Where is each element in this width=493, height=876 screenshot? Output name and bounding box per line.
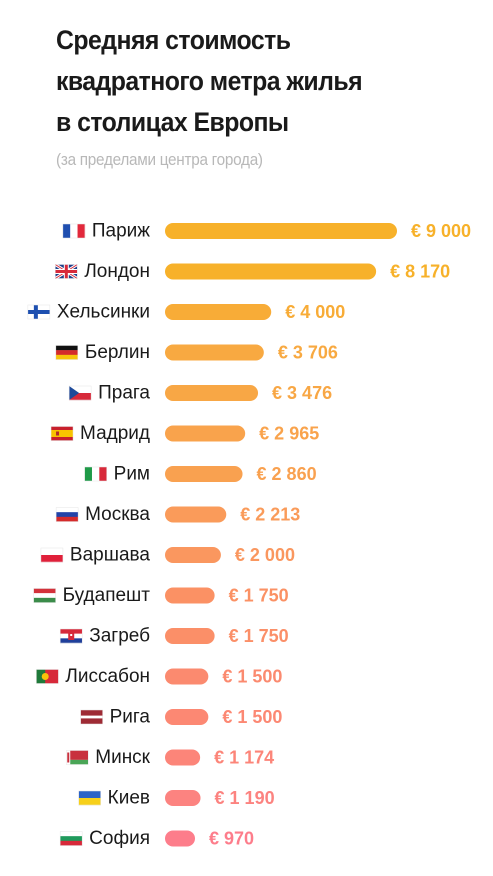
- bar: [165, 668, 209, 685]
- city-label: Загреб: [89, 626, 150, 647]
- value-label: € 2 213: [240, 505, 300, 525]
- chart-row: Лиссабон € 1 500: [36, 666, 282, 687]
- chart-row: Киев € 1 190: [78, 788, 275, 809]
- value-label: € 1 500: [222, 707, 282, 727]
- uk-flag-icon: [54, 263, 79, 280]
- germany-flag-icon: [55, 345, 79, 360]
- bar: [165, 790, 201, 806]
- chart-row: Мадрид € 2 965: [50, 423, 319, 444]
- city-label: Минск: [95, 747, 150, 768]
- finland-flag-icon: [27, 304, 51, 320]
- value-label: € 1 174: [214, 748, 274, 768]
- city-label: Лондон: [84, 261, 150, 282]
- hungary-flag-icon: [33, 588, 56, 603]
- portugal-flag-icon: [36, 669, 59, 684]
- city-label: Будапешт: [63, 585, 151, 606]
- city-label: Москва: [85, 504, 150, 525]
- chart-row: Прага € 3 476: [68, 383, 332, 404]
- value-label: € 3 476: [272, 383, 332, 403]
- value-label: € 1 750: [229, 626, 289, 646]
- chart-row: Варшава € 2 000: [40, 545, 295, 566]
- chart-title-line-2: квадратного метра жилья: [56, 66, 363, 96]
- value-label: € 9 000: [411, 221, 471, 241]
- chart-row: Париж € 9 000: [62, 221, 471, 242]
- bar: [165, 344, 264, 361]
- value-label: € 1 190: [215, 788, 275, 808]
- city-label: Киев: [108, 788, 150, 809]
- city-label: Варшава: [70, 545, 150, 566]
- chart-row: Лондон € 8 170: [54, 261, 450, 282]
- city-label: Рим: [114, 464, 150, 485]
- chart-row: Будапешт € 1 750: [33, 585, 289, 606]
- poland-flag-icon: [40, 547, 64, 563]
- value-label: € 1 750: [229, 586, 289, 606]
- chart-subtitle: (за пределами центра города): [56, 150, 263, 169]
- chart-title-line-1: Средняя стоимость: [56, 25, 291, 55]
- bar: [165, 628, 215, 644]
- chart-row: Рим € 2 860: [84, 464, 317, 485]
- chart-row: София € 970: [59, 828, 254, 849]
- value-label: € 4 000: [285, 302, 345, 322]
- bar: [165, 466, 243, 482]
- latvia-flag-icon: [80, 709, 103, 725]
- bulgaria-flag-icon: [59, 831, 83, 846]
- bar: [165, 709, 209, 725]
- chart-row: Хельсинки € 4 000: [27, 302, 345, 323]
- city-label: Прага: [98, 383, 150, 404]
- chart-row: Минск € 1 174: [66, 747, 274, 768]
- city-label: Мадрид: [80, 423, 150, 444]
- bar: [165, 547, 221, 563]
- chart-row: Москва € 2 213: [55, 504, 300, 525]
- city-label: Рига: [110, 707, 151, 728]
- croatia-flag-icon: [59, 628, 83, 644]
- bar: [165, 304, 272, 320]
- spain-flag-icon: [50, 426, 74, 441]
- bar: [165, 830, 195, 847]
- bar: [165, 263, 377, 280]
- russia-flag-icon: [55, 507, 79, 522]
- bar: [165, 587, 215, 604]
- czech-flag-icon: [68, 385, 92, 401]
- city-label: Лиссабон: [65, 666, 150, 687]
- bar: [165, 506, 227, 523]
- city-label: Берлин: [85, 342, 150, 363]
- chart-row: Рига € 1 500: [80, 707, 282, 728]
- value-label: € 2 000: [235, 545, 295, 565]
- italy-flag-icon: [84, 466, 107, 482]
- bar: [165, 749, 201, 766]
- bar: [165, 425, 246, 442]
- value-label: € 8 170: [390, 262, 450, 282]
- city-label: Париж: [92, 221, 150, 242]
- belarus-flag-icon: [66, 750, 89, 765]
- city-label: Хельсинки: [57, 302, 150, 323]
- chart-row: Загреб € 1 750: [59, 626, 289, 647]
- value-label: € 2 965: [259, 424, 319, 444]
- value-label: € 970: [209, 829, 254, 849]
- city-label: София: [89, 828, 150, 849]
- bar: [165, 223, 397, 239]
- chart-title-line-3: в столицах Европы: [56, 107, 289, 137]
- chart-row: Берлин € 3 706: [55, 342, 338, 363]
- value-label: € 3 706: [278, 343, 338, 363]
- value-label: € 1 500: [222, 667, 282, 687]
- chart-title: Средняя стоимость квадратного метра жиль…: [56, 20, 442, 143]
- ukraine-flag-icon: [78, 790, 101, 806]
- france-flag-icon: [62, 223, 86, 239]
- bar: [165, 385, 259, 401]
- value-label: € 2 860: [257, 464, 317, 484]
